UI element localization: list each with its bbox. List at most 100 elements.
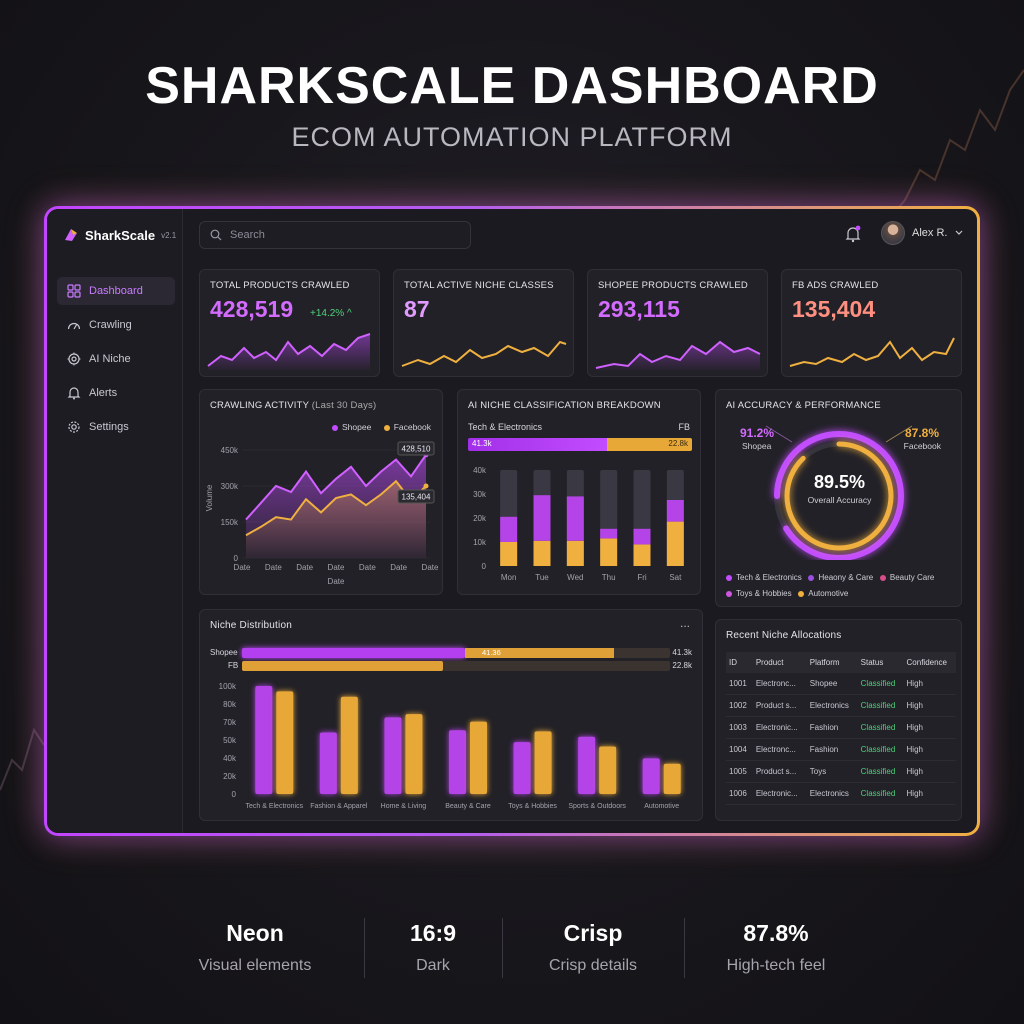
bar-fb [340, 696, 358, 794]
search-bar[interactable] [199, 221, 471, 249]
col-header[interactable]: ID [726, 652, 753, 673]
crawling-area-chart: 0 150k 300k 450k Volume 428,510 135,404 Date Dat… [205, 441, 439, 586]
notifications-button[interactable] [845, 225, 861, 248]
bar-shopee [578, 736, 596, 794]
y-tick-label: 100k [219, 682, 237, 691]
table-cell: Electronic... [752, 716, 807, 739]
legend-facebook: Facebook [393, 422, 432, 432]
hero-title: SHARKSCALE DASHBOARD [145, 57, 879, 115]
breakdown-progress-bar: 41.3k 22.8k [468, 438, 692, 451]
niche-breakdown-card[interactable]: AI NICHE CLASSIFICATION BREAKDOWN Tech &… [457, 389, 701, 595]
footer-divider [502, 918, 503, 978]
dist-bar-value: 41.3k [672, 648, 692, 657]
recent-allocations-card[interactable]: Recent Niche Allocations ID Product Plat… [715, 619, 962, 821]
brain-icon [67, 352, 81, 366]
series-end-point [423, 483, 429, 489]
kpi-change: +14.2% ^ [310, 308, 352, 319]
kpi-card-fb-ads[interactable]: FB ADS CRAWLED 135,404 [781, 269, 962, 377]
x-tick-label: Wed [567, 573, 583, 582]
legend-item: Toys & Hobbies [726, 589, 792, 598]
accuracy-card[interactable]: AI ACCURACY & PERFORMANCE 91.2% Shopea 8… [715, 389, 962, 607]
donut-ring-shopee [774, 431, 904, 560]
y-axis-label: Volume [205, 484, 214, 511]
breakdown-progress-fill [468, 438, 607, 451]
sidebar-item-label: Crawling [89, 319, 132, 331]
search-input[interactable] [230, 229, 450, 241]
chevron-down-icon [956, 230, 963, 235]
table-row[interactable]: 1006 Electronic... Electronics Classified Hi… [726, 782, 956, 805]
x-tick-label: Beauty & Care [445, 803, 491, 810]
dist-progress-fill-secondary [464, 648, 615, 658]
kpi-value: 87 [404, 296, 430, 322]
y-tick-label: 10k [473, 538, 487, 547]
x-tick-label: Tue [535, 573, 549, 582]
breakdown-progress-fill-fb [606, 438, 692, 451]
footer-stat-value: 87.8% [743, 920, 809, 946]
bar-shopee [319, 732, 337, 794]
col-header[interactable]: Confidence [903, 652, 956, 673]
donut-ring-facebook [784, 441, 894, 551]
kpi-card-shopee-products[interactable]: SHOPEE PRODUCTS CRAWLED 293,115 [587, 269, 768, 377]
x-tick-label: Date [234, 563, 251, 572]
kpi-card-total-products[interactable]: TOTAL PRODUCTS CRAWLED 428,519 +14.2% ^ [199, 269, 380, 377]
x-tick-label: Fashion & Apparel [310, 803, 368, 810]
sidebar: SharkScale v2.1 Dashboard Crawling [47, 209, 183, 833]
col-header[interactable]: Product [752, 652, 807, 673]
kpi-title: TOTAL PRODUCTS CRAWLED [210, 280, 350, 291]
chart-legend: Shopee Facebook [332, 422, 431, 432]
kpi-value: 135,404 [792, 296, 876, 322]
kpi-card-niche-classes[interactable]: TOTAL ACTIVE NICHE CLASSES 87 [393, 269, 574, 377]
callout-facebook-box [397, 489, 435, 504]
table-row[interactable]: 1004 Electronc... Fashion Classified High [726, 738, 956, 761]
breakdown-bar-chart: 0 10k 20k 30k 40k Mon Tue Wed Thu Fri Sat [473, 466, 684, 582]
table-cell: Toys [806, 760, 858, 783]
card-title: AI ACCURACY & PERFORMANCE [726, 400, 881, 411]
brand[interactable]: SharkScale v2.1 [63, 227, 176, 243]
sidebar-item-alerts[interactable]: Alerts [57, 379, 175, 407]
table-cell: 1006 [726, 782, 753, 805]
col-header[interactable]: Platform [806, 652, 858, 673]
bar-segment-shopee [500, 516, 518, 542]
table-cell: High [903, 673, 956, 695]
breakdown-left-value: 41.3k [472, 439, 492, 448]
user-menu[interactable]: Alex R. [881, 221, 964, 245]
allocations-table: ID Product Platform Status Confidence 10… [726, 652, 956, 805]
callout-facebook: 135,404 [402, 493, 431, 502]
more-options-button[interactable]: ... [679, 616, 690, 630]
x-tick-label: Fri [637, 573, 647, 582]
table-row[interactable]: 1003 Electronic... Fashion Classified High [726, 716, 956, 739]
table-cell: Classified [857, 760, 904, 783]
crawling-activity-card[interactable]: CRAWLING ACTIVITY (Last 30 Days) Shopee … [199, 389, 443, 595]
table-cell: High [903, 716, 956, 739]
table-cell: Fashion [806, 716, 858, 739]
table-cell: 1004 [726, 738, 753, 761]
bar-segment-shopee [566, 496, 584, 541]
niche-distribution-card[interactable]: Niche Distribution ... Shopee 41.36 41.3… [199, 609, 703, 821]
sidebar-item-ai-niche[interactable]: AI Niche [57, 345, 175, 373]
table-cell: Fashion [806, 738, 858, 761]
dist-progress-fill [242, 648, 465, 658]
x-tick-label: Date [328, 563, 345, 572]
y-tick-label: 0 [232, 790, 237, 799]
x-axis-label: Date [328, 577, 345, 586]
table-row[interactable]: 1005 Product s... Toys Classified High [726, 760, 956, 783]
y-tick-label: 70k [223, 718, 237, 727]
sidebar-item-dashboard[interactable]: Dashboard [57, 277, 175, 305]
kpi-value: 428,519 [210, 296, 294, 322]
table-row[interactable]: 1001 Electronc... Shopee Classified High [726, 673, 956, 695]
col-header[interactable]: Status [857, 652, 904, 673]
dist-progress-fb [242, 661, 670, 671]
grid-icon [67, 284, 81, 298]
sidebar-item-settings[interactable]: Settings [57, 413, 175, 441]
table-row[interactable]: 1002 Product s... Electronics Classified Hig… [726, 694, 956, 717]
y-tick-label: 40k [223, 754, 237, 763]
kpi-title: SHOPEE PRODUCTS CRAWLED [598, 280, 748, 291]
sidebar-item-crawling[interactable]: Crawling [57, 311, 175, 339]
crawling-title: CRAWLING ACTIVITY [210, 400, 309, 411]
bar-segment-facebook [633, 544, 651, 566]
footer-stat-neon: Neon Visual elements [170, 920, 340, 975]
kpi-sparkline [401, 340, 567, 367]
hero-subtitle: ECOM AUTOMATION PLATFORM [291, 122, 733, 152]
y-tick-label: 0 [234, 554, 239, 563]
kpi-sparkline [789, 337, 955, 367]
